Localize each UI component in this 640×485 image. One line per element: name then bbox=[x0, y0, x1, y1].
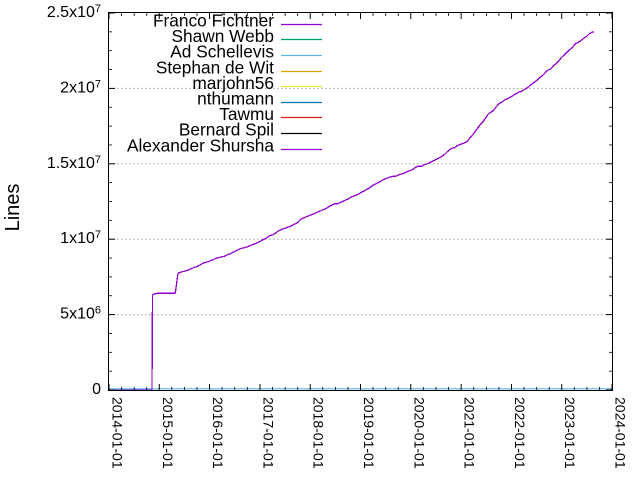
svg-text:2016-01-01: 2016-01-01 bbox=[210, 397, 226, 469]
svg-text:2018-01-01: 2018-01-01 bbox=[311, 397, 327, 469]
svg-text:2019-01-01: 2019-01-01 bbox=[361, 397, 377, 469]
svg-text:2021-01-01: 2021-01-01 bbox=[462, 397, 478, 469]
svg-text:2020-01-01: 2020-01-01 bbox=[411, 397, 427, 469]
svg-text:2014-01-01: 2014-01-01 bbox=[110, 397, 126, 469]
svg-text:2.5x107: 2.5x107 bbox=[47, 3, 101, 21]
svg-text:2022-01-01: 2022-01-01 bbox=[512, 397, 528, 469]
svg-text:2024-01-01: 2024-01-01 bbox=[613, 397, 629, 469]
svg-text:Lines: Lines bbox=[2, 184, 24, 232]
svg-text:Alexander Shursha: Alexander Shursha bbox=[127, 135, 274, 155]
svg-text:2017-01-01: 2017-01-01 bbox=[260, 397, 276, 469]
svg-text:0: 0 bbox=[92, 381, 101, 398]
svg-text:2023-01-01: 2023-01-01 bbox=[562, 397, 578, 469]
svg-text:2015-01-01: 2015-01-01 bbox=[160, 397, 176, 469]
svg-text:1.5x107: 1.5x107 bbox=[47, 154, 101, 172]
